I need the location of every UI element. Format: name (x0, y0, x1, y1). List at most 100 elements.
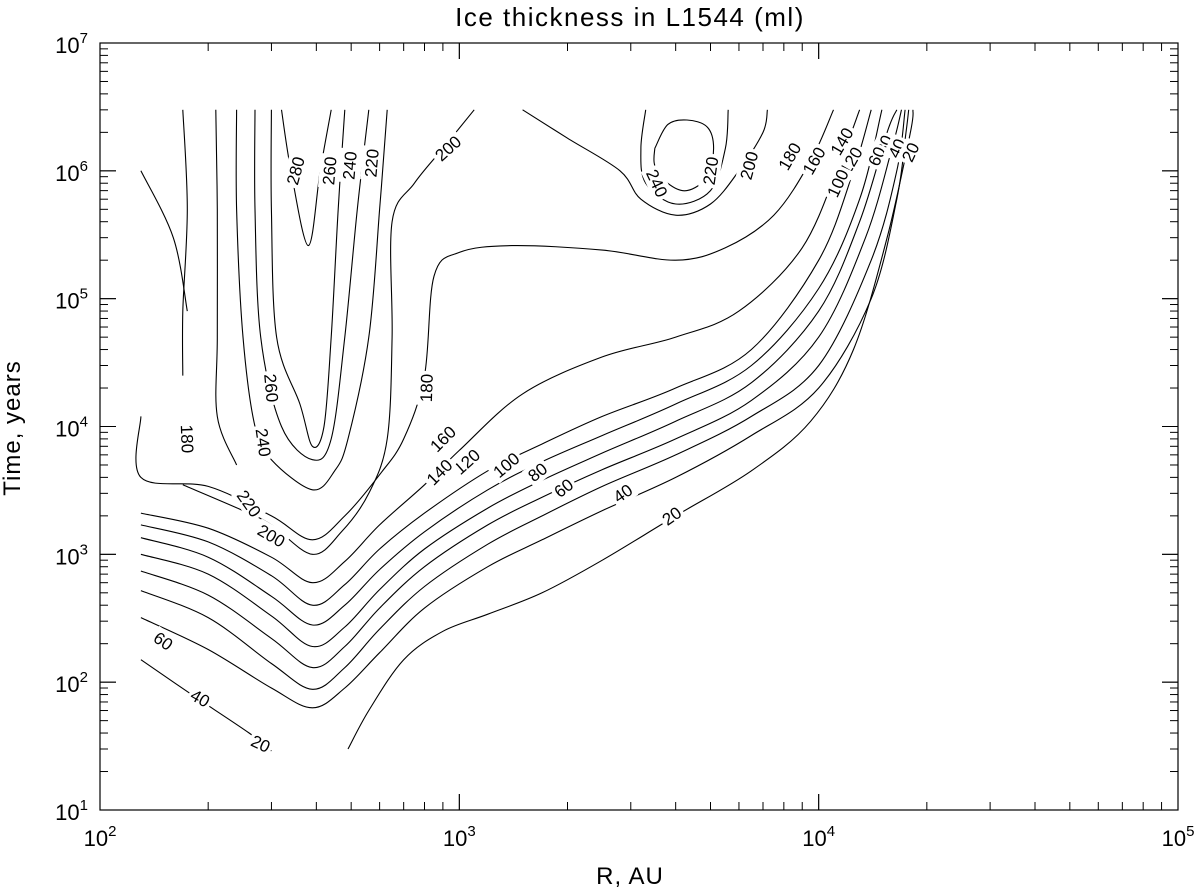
contour-label-group: 220 (360, 145, 384, 181)
contour-label-bg (415, 370, 437, 406)
contour-line-220 (640, 109, 729, 205)
contour-label-group: 200 (251, 518, 292, 553)
y-tick-exponent: 7 (80, 30, 88, 47)
y-tick-exponent: 5 (80, 286, 88, 303)
contour-label-bg (862, 141, 891, 172)
contour-label: 280 (283, 155, 309, 187)
y-tick-label: 106 (55, 158, 88, 186)
contour-label-bg (360, 145, 384, 181)
contour-label-bg (607, 478, 639, 509)
contour-label-group: 240 (251, 424, 276, 461)
contour-label-group: 220 (231, 483, 268, 524)
contour-line-240 (254, 109, 370, 461)
contour-label-bg (896, 137, 925, 168)
contour-label-bg (796, 140, 832, 181)
contour-line-180 (135, 109, 835, 541)
contour-label-group: 160 (423, 419, 462, 458)
contour-label-group: 100 (486, 446, 526, 484)
contour-label-bg (147, 625, 179, 657)
contour-label: 20 (659, 503, 685, 529)
contour-line-140 (140, 109, 872, 606)
contour-label: 60 (551, 475, 578, 502)
x-tick-base: 10 (84, 826, 108, 851)
contour-label-bg (251, 424, 276, 461)
contour-label-group: 140 (420, 453, 459, 492)
contour-label-bg (734, 146, 764, 185)
contour-label-group: 180 (415, 370, 437, 406)
y-tick-exponent: 2 (80, 669, 88, 686)
y-tick-label: 102 (55, 669, 88, 697)
contour-line-200 (215, 109, 238, 466)
x-axis-label: R, AU (596, 863, 664, 889)
contour-line-220 (235, 109, 388, 491)
contour-label-bg (281, 151, 310, 190)
contour-label-group: 280 (281, 151, 310, 190)
contour-labels: 2040602040608010012014016018018020022024… (147, 121, 925, 758)
contour-label-group: 120 (447, 442, 487, 481)
contour-label-bg (772, 136, 807, 177)
contour-label: 220 (361, 148, 382, 178)
y-tick-base: 10 (55, 544, 79, 569)
chart-title: Ice thickness in L1544 (ml) (455, 2, 805, 32)
y-tick-exponent: 3 (80, 541, 88, 558)
contour-label-group: 20 (656, 500, 688, 531)
contour-label-bg (184, 683, 216, 713)
y-tick-exponent: 6 (80, 158, 88, 175)
contour-label-group: 180 (176, 421, 198, 457)
contour-label-bg (486, 446, 526, 484)
contour-label-group: 240 (338, 147, 362, 184)
contour-line-60 (140, 109, 906, 690)
y-tick-base: 10 (55, 289, 79, 314)
y-tick-label: 103 (55, 541, 88, 569)
contour-label: 180 (417, 374, 437, 403)
contour-lines (135, 109, 914, 752)
contour-label-group: 40 (184, 683, 216, 713)
contour-label: 240 (339, 151, 360, 181)
contour-line-20 (347, 109, 914, 750)
contour-label-bg (821, 163, 854, 203)
contour-label-bg (251, 518, 292, 553)
contour-label: 220 (700, 155, 723, 186)
contour-line-120 (140, 109, 883, 626)
x-tick-exponent: 2 (108, 823, 116, 840)
contour-label-group: 220 (698, 152, 723, 190)
y-tick-label: 105 (55, 286, 88, 314)
contour-label: 80 (525, 459, 552, 486)
y-axis-label: Time, years (0, 360, 26, 495)
contour-label: 180 (177, 424, 197, 453)
x-tick-label: 105 (1162, 823, 1195, 851)
contour-label: 240 (252, 427, 275, 458)
contour-label-bg (698, 152, 723, 190)
x-tick-base: 10 (802, 826, 826, 851)
contour-line-160 (140, 109, 861, 584)
y-tick-base: 10 (55, 161, 79, 186)
y-tick-base: 10 (55, 417, 79, 442)
x-tick-base: 10 (443, 826, 467, 851)
contour-label-bg (259, 370, 283, 406)
contour-label-bg (245, 729, 276, 758)
contour-line-40 (140, 109, 910, 709)
contour-label: 40 (187, 686, 213, 712)
x-tick-label: 104 (802, 823, 835, 851)
contour-label-group: 80 (521, 456, 554, 488)
contour-line-180 (140, 170, 188, 312)
contour-line-80 (140, 109, 903, 669)
contour-line-280 (280, 109, 332, 247)
contour-label-group: 260 (317, 152, 341, 189)
contour-label-bg (656, 500, 688, 531)
contour-label-bg (420, 453, 459, 492)
y-tick-label: 104 (55, 414, 88, 442)
contour-label-bg (824, 121, 859, 162)
y-tick-base: 10 (55, 800, 79, 825)
contour-label-bg (447, 442, 487, 481)
contour-label-group: 200 (734, 146, 764, 185)
contour-line-200 (522, 109, 768, 216)
contour-label-bg (231, 483, 268, 524)
contour-label-bg (521, 456, 554, 488)
y-tick-exponent: 4 (80, 414, 88, 431)
contour-label-group: 260 (259, 370, 283, 406)
contour-label: 200 (737, 149, 763, 181)
y-tick-label: 101 (55, 797, 88, 825)
x-tick-exponent: 3 (467, 823, 475, 840)
contour-label-bg (176, 421, 198, 457)
